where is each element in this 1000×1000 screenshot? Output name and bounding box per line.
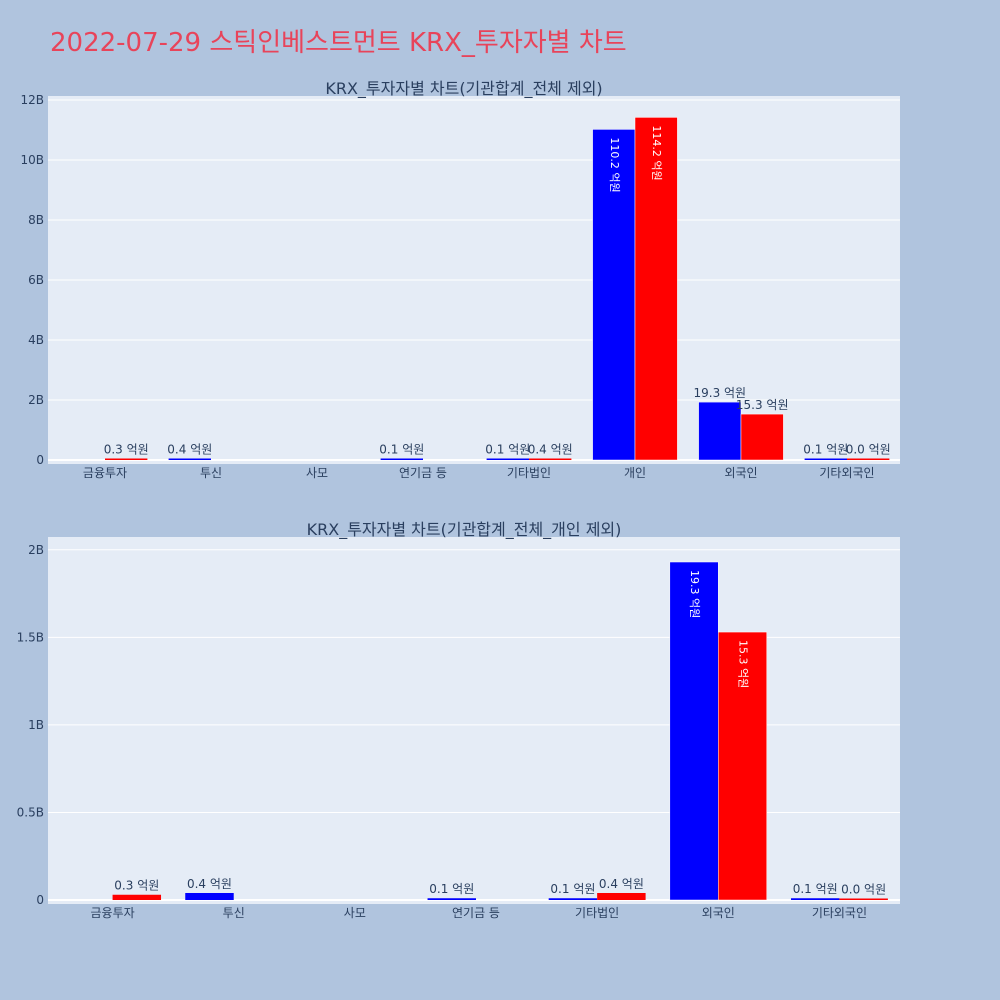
bar — [669, 561, 719, 901]
data-label: 0.4 억원 — [167, 443, 212, 457]
y-tick-label: 1B — [28, 718, 44, 732]
y-tick-label: 0.5B — [17, 805, 44, 819]
data-label: 15.3 억원 — [736, 398, 789, 412]
x-tick-label: 투신 — [223, 906, 245, 920]
data-label: 114.2 억원 — [650, 125, 663, 180]
x-tick-label: 금융투자 — [83, 466, 127, 480]
bar — [718, 631, 767, 901]
data-label: 0.0 억원 — [846, 443, 891, 457]
data-label: 0.4 억원 — [599, 877, 644, 891]
x-tick-label: 기타법인 — [507, 466, 551, 480]
data-label: 0.4 억원 — [187, 877, 232, 891]
x-tick-label: 연기금 등 — [452, 906, 500, 920]
bar — [634, 117, 678, 461]
x-tick-label: 기타법인 — [575, 906, 619, 920]
y-tick-label: 8B — [28, 213, 44, 227]
chart-title: KRX_투자자별 차트(기관합계_전체_개인 제외) — [307, 520, 622, 540]
bar — [592, 129, 636, 461]
y-tick-label: 2B — [28, 543, 44, 557]
y-tick-label: 0 — [36, 893, 44, 907]
data-label: 0.1 억원 — [793, 882, 838, 896]
data-label: 0.3 억원 — [114, 879, 159, 893]
bar — [380, 458, 423, 460]
x-tick-label: 사모 — [306, 466, 328, 480]
data-label: 0.1 억원 — [550, 882, 595, 896]
bar — [486, 458, 529, 460]
data-label: 0.1 억원 — [379, 443, 424, 457]
data-label: 0.4 억원 — [528, 443, 573, 457]
data-label: 0.1 억원 — [803, 443, 848, 457]
y-tick-label: 0 — [36, 453, 44, 467]
y-tick-label: 1.5B — [17, 630, 44, 644]
y-tick-label: 4B — [28, 333, 44, 347]
x-tick-label: 개인 — [624, 466, 646, 480]
y-tick-label: 12B — [20, 93, 44, 107]
bar — [112, 894, 162, 900]
bar — [548, 898, 598, 900]
x-tick-label: 외국인 — [724, 466, 757, 480]
x-tick-label: 외국인 — [702, 906, 735, 920]
data-label: 19.3 억원 — [693, 386, 746, 400]
bar — [529, 458, 572, 460]
data-label: 15.3 억원 — [737, 640, 750, 688]
data-label: 110.2 억원 — [608, 137, 621, 192]
data-label: 0.0 억원 — [841, 883, 886, 897]
y-tick-label: 10B — [20, 153, 44, 167]
bar — [105, 458, 148, 460]
bar — [597, 892, 646, 900]
bar — [427, 898, 476, 900]
x-tick-label: 투신 — [200, 466, 222, 480]
bar — [839, 898, 888, 900]
bar — [847, 458, 890, 460]
y-tick-label: 6B — [28, 273, 44, 287]
y-tick-label: 2B — [28, 393, 44, 407]
bar — [740, 413, 784, 461]
x-tick-label: 금융투자 — [90, 906, 134, 920]
bar — [804, 458, 847, 460]
x-tick-label: 기타외국인 — [812, 906, 867, 920]
plot-area — [48, 537, 900, 904]
bar — [168, 458, 211, 460]
bar — [185, 892, 234, 900]
chart-title: KRX_투자자별 차트(기관합계_전체 제외) — [325, 79, 602, 99]
data-label: 0.1 억원 — [485, 443, 530, 457]
bar — [790, 898, 840, 900]
x-tick-label: 기타외국인 — [819, 466, 874, 480]
data-label: 19.3 억원 — [688, 570, 701, 618]
bar — [698, 401, 742, 461]
x-tick-label: 사모 — [344, 906, 366, 920]
data-label: 0.3 억원 — [104, 443, 149, 457]
x-tick-label: 연기금 등 — [399, 466, 447, 480]
page-title: 2022-07-29 스틱인베스트먼트 KRX_투자자별 차트 — [50, 28, 627, 58]
data-label: 0.1 억원 — [429, 882, 474, 896]
